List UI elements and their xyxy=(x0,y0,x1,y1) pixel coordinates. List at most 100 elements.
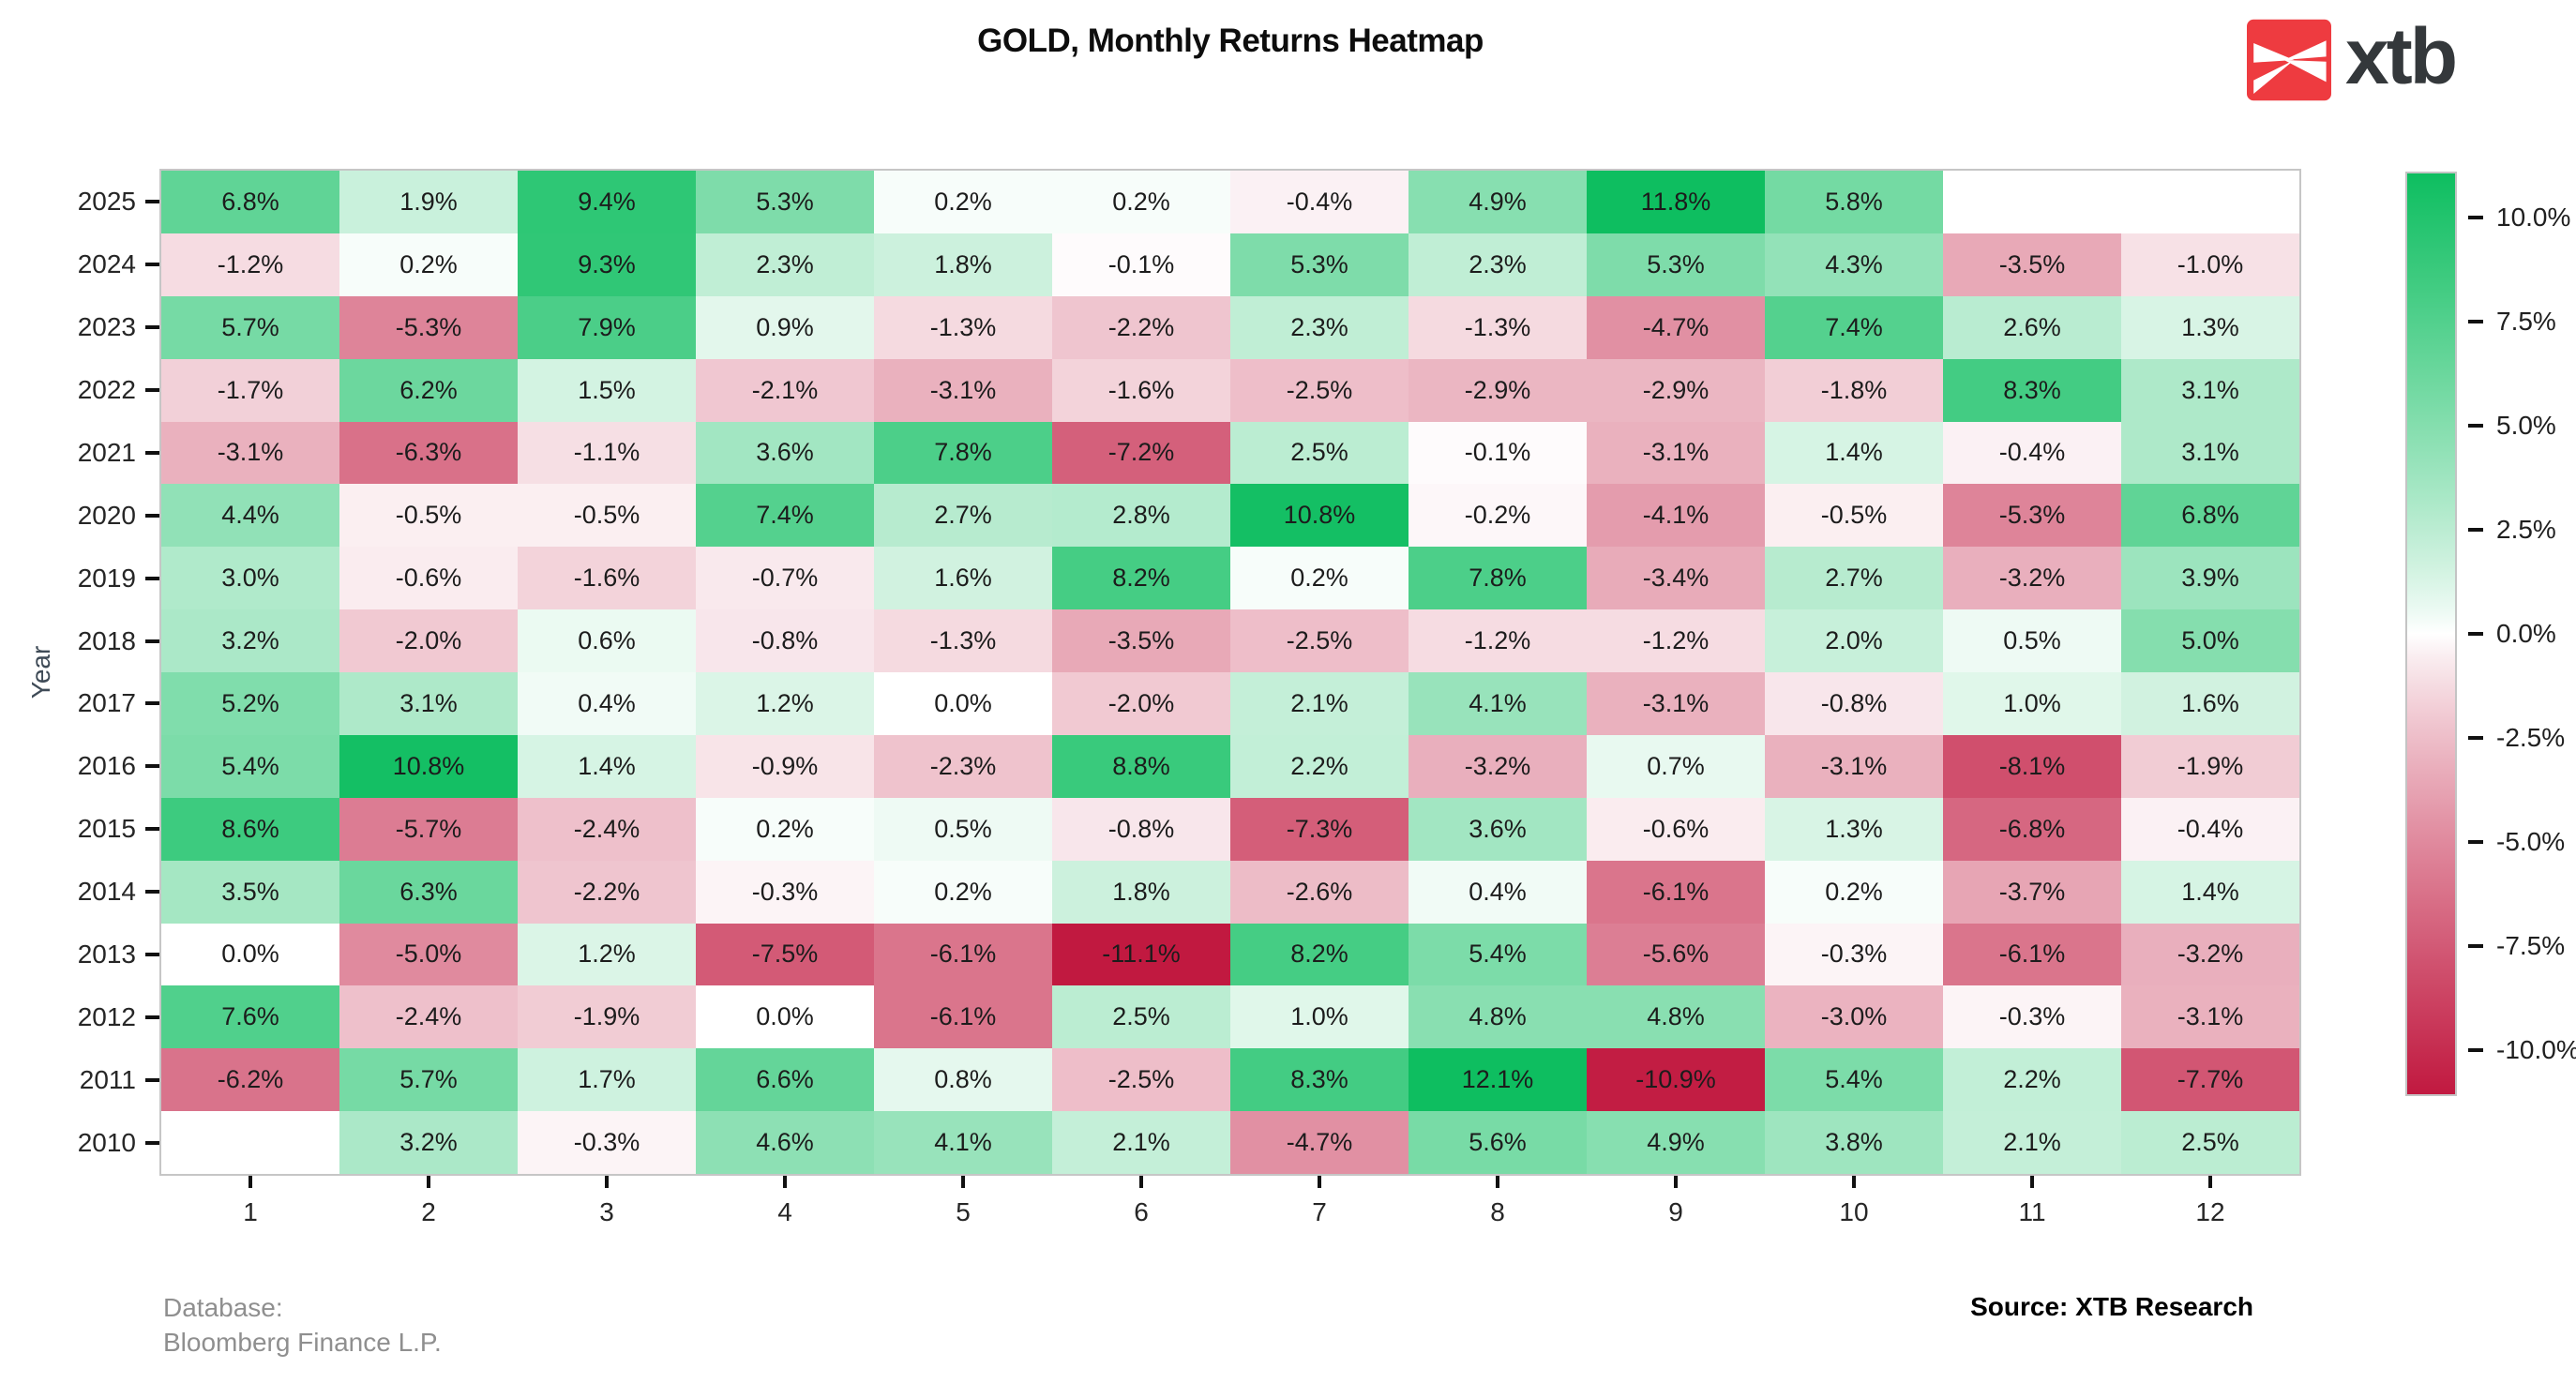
heatmap-cell: -6.1% xyxy=(874,923,1052,986)
x-tick: 3 xyxy=(518,1176,696,1227)
heatmap-cell: -8.1% xyxy=(1943,734,2121,798)
colorbar-tick-label: 10.0% xyxy=(2496,203,2571,232)
heatmap-cell: 4.9% xyxy=(1587,1111,1765,1174)
heatmap-cell: -0.4% xyxy=(1943,421,2121,485)
heatmap-cell: -6.8% xyxy=(1943,797,2121,861)
heatmap-cell: 0.4% xyxy=(518,672,696,735)
heatmap-cell: 5.7% xyxy=(339,1048,518,1112)
y-tick-mark xyxy=(145,701,161,706)
heatmap-cell: 2.3% xyxy=(696,233,874,296)
heatmap-cell: 0.0% xyxy=(696,985,874,1049)
y-tick-label: 2024 xyxy=(77,249,136,279)
heatmap-cell: 0.2% xyxy=(696,797,874,861)
heatmap-cell: 1.6% xyxy=(874,547,1052,610)
heatmap-grid: 6.8% 1.9% 9.4% 5.3% 0.2% 0.2% -0.4% 4.9% 11.8% 5.… xyxy=(159,169,2301,1176)
heatmap-cell: 2.7% xyxy=(874,484,1052,548)
colorbar-tick-label: 2.5% xyxy=(2496,515,2556,544)
heatmap-cell: 2.1% xyxy=(1052,1111,1230,1174)
heatmap-cell: -1.7% xyxy=(161,358,339,422)
y-tick-mark xyxy=(145,890,161,894)
colorbar-tick-mark xyxy=(2468,320,2483,323)
heatmap-cell: 2.2% xyxy=(1230,734,1409,798)
y-tick-label: 2010 xyxy=(77,1127,136,1157)
x-tick-mark xyxy=(2030,1176,2034,1188)
heatmap-cell: -2.4% xyxy=(518,797,696,861)
database-note-line1: Database: xyxy=(163,1293,283,1322)
heatmap-cell: 2.5% xyxy=(2121,1111,2299,1174)
heatmap-cell: -3.5% xyxy=(1943,233,2121,296)
heatmap-cell: -6.3% xyxy=(339,421,518,485)
heatmap-cell: 5.3% xyxy=(696,171,874,233)
heatmap-cell: -0.3% xyxy=(1765,923,1943,986)
y-tick-label: 2017 xyxy=(77,688,136,718)
heatmap-cell: -6.1% xyxy=(1943,923,2121,986)
heatmap-cell: 0.0% xyxy=(161,923,339,986)
heatmap-cell: -3.1% xyxy=(874,358,1052,422)
x-tick-label: 12 xyxy=(2195,1197,2225,1226)
heatmap-cell: 1.4% xyxy=(2121,860,2299,924)
heatmap-cell: 0.2% xyxy=(1230,547,1409,610)
colorbar-tick-label: -7.5% xyxy=(2496,931,2566,960)
heatmap-cell: 7.4% xyxy=(1765,295,1943,359)
y-tick: 2017 xyxy=(0,672,161,735)
heatmap-cell: 1.4% xyxy=(518,734,696,798)
y-tick: 2020 xyxy=(0,484,161,547)
x-tick-label: 11 xyxy=(2018,1197,2046,1226)
heatmap-cell: -5.3% xyxy=(339,295,518,359)
y-tick-label: 2019 xyxy=(77,563,136,593)
heatmap-cell: -2.6% xyxy=(1230,860,1409,924)
x-tick-mark xyxy=(249,1176,252,1188)
database-note-line2: Bloomberg Finance L.P. xyxy=(163,1328,442,1358)
y-tick: 2019 xyxy=(0,547,161,609)
heatmap-cell: -0.8% xyxy=(1765,672,1943,735)
y-tick: 2016 xyxy=(0,735,161,798)
heatmap-cell: -0.6% xyxy=(1587,797,1765,861)
colorbar-tick-mark xyxy=(2468,216,2483,219)
heatmap-cell: 0.2% xyxy=(1052,171,1230,233)
heatmap-cell: -0.5% xyxy=(339,484,518,548)
y-tick: 2022 xyxy=(0,359,161,422)
colorbar-tick-label: 7.5% xyxy=(2496,307,2556,336)
x-tick: 6 xyxy=(1052,1176,1230,1227)
x-tick: 7 xyxy=(1230,1176,1409,1227)
heatmap-cell: -6.1% xyxy=(874,985,1052,1049)
heatmap-cell: -0.3% xyxy=(518,1111,696,1174)
heatmap-cell: -1.6% xyxy=(1052,358,1230,422)
heatmap-cell: 4.3% xyxy=(1765,233,1943,296)
x-tick: 2 xyxy=(339,1176,518,1227)
heatmap-cell: 4.8% xyxy=(1587,985,1765,1049)
x-tick-label: 1 xyxy=(243,1197,258,1226)
heatmap-cell: -0.3% xyxy=(696,860,874,924)
heatmap-cell: 5.8% xyxy=(1765,171,1943,233)
heatmap-cell: -1.2% xyxy=(161,233,339,296)
heatmap-cell: -3.5% xyxy=(1052,609,1230,672)
heatmap-cell: 9.3% xyxy=(518,233,696,296)
colorbar-tick-mark xyxy=(2468,528,2483,532)
heatmap-cell-empty xyxy=(1943,171,2121,233)
xtb-logo: xtb xyxy=(2246,14,2458,103)
heatmap-cell: 1.3% xyxy=(2121,295,2299,359)
colorbar-ticks: 10.0% 7.5% 5.0% 2.5% 0.0% -2.5% -5.0% -7.5% -10.… xyxy=(2459,172,2576,1096)
colorbar-tick-label: 0.0% xyxy=(2496,619,2556,648)
heatmap-cell: 2.6% xyxy=(1943,295,2121,359)
heatmap-cell: -2.2% xyxy=(518,860,696,924)
colorbar-tick-mark xyxy=(2468,632,2483,636)
colorbar-tick: -7.5% xyxy=(2459,931,2565,961)
heatmap-cell: -1.3% xyxy=(874,295,1052,359)
heatmap-cell: -0.7% xyxy=(696,547,874,610)
heatmap-cell: 3.6% xyxy=(1409,797,1587,861)
colorbar-tick: 7.5% xyxy=(2459,307,2556,337)
colorbar-tick: 5.0% xyxy=(2459,411,2556,441)
heatmap-cell: 6.8% xyxy=(161,171,339,233)
heatmap-cell: -0.8% xyxy=(696,609,874,672)
colorbar-tick-mark xyxy=(2468,840,2483,844)
heatmap-cell: -2.5% xyxy=(1230,609,1409,672)
heatmap-cell: 10.8% xyxy=(1230,484,1409,548)
heatmap-cell: -1.1% xyxy=(518,421,696,485)
heatmap-cell: 3.8% xyxy=(1765,1111,1943,1174)
heatmap-cell: -0.8% xyxy=(1052,797,1230,861)
heatmap-cell: 2.5% xyxy=(1230,421,1409,485)
x-tick-mark xyxy=(1852,1176,1856,1188)
heatmap-cell: 1.8% xyxy=(874,233,1052,296)
